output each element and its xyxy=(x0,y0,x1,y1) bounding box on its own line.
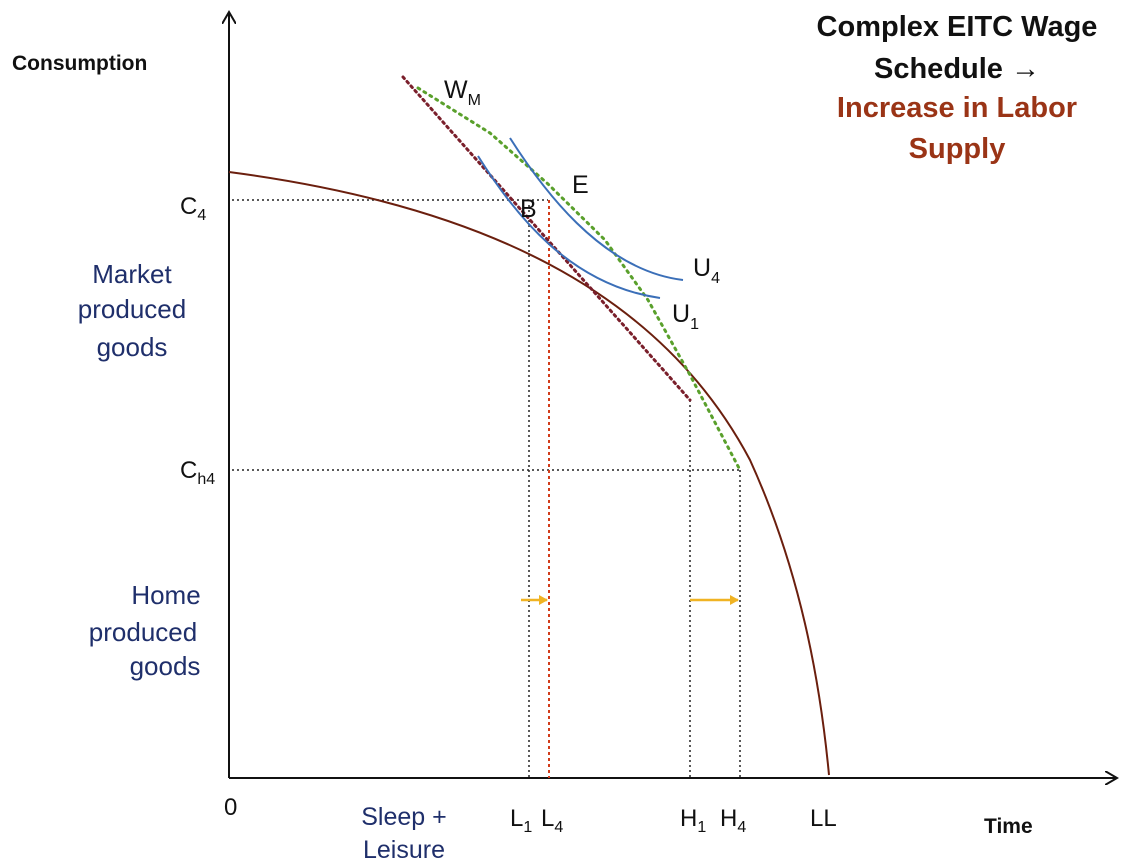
production-frontier-curve xyxy=(228,171,830,776)
title-line-2: Schedule → xyxy=(874,53,1040,85)
sleep-leisure-label-2: Leisure xyxy=(363,836,445,864)
h4-label: H4 xyxy=(720,805,746,836)
y-axis-label: Consumption xyxy=(12,52,147,75)
title-line-3: Increase in Labor xyxy=(837,92,1077,124)
title-line-1: Complex EITC Wage xyxy=(817,11,1098,43)
c4-label: C4 xyxy=(180,193,206,224)
title-line-4: Supply xyxy=(909,133,1006,165)
u4-label: U4 xyxy=(693,254,720,287)
indifference-curve-u1 xyxy=(477,155,661,299)
ch4-label: Ch4 xyxy=(180,457,215,488)
market-goods-label-2: produced xyxy=(78,294,186,324)
market-goods-label-1: Market xyxy=(92,259,172,289)
home-goods-label-1: Home xyxy=(131,580,200,610)
b-point-label: B xyxy=(520,195,537,223)
wm-label: WM xyxy=(444,76,481,109)
l1-label: L1 xyxy=(510,805,532,836)
ll-label: LL xyxy=(810,805,837,832)
l4-label: L4 xyxy=(541,805,563,836)
x-axis-label: Time xyxy=(984,815,1033,838)
indifference-curve-u4 xyxy=(509,137,684,281)
u1-label: U1 xyxy=(672,300,699,333)
wage-line-maroon xyxy=(401,75,692,402)
home-goods-label-2: produced xyxy=(89,617,197,647)
e-point-label: E xyxy=(572,171,589,199)
market-goods-label-3: goods xyxy=(97,332,168,362)
sleep-leisure-label-1: Sleep + xyxy=(361,803,447,831)
wage-line-green xyxy=(416,86,742,472)
origin-label: 0 xyxy=(224,794,237,821)
home-goods-label-3: goods xyxy=(130,651,201,681)
h1-label: H1 xyxy=(680,805,706,836)
